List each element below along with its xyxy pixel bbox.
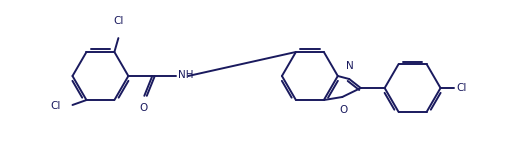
Text: Cl: Cl bbox=[50, 101, 61, 111]
Text: Cl: Cl bbox=[456, 83, 467, 93]
Text: NH: NH bbox=[178, 70, 194, 80]
Text: N: N bbox=[347, 61, 354, 71]
Text: Cl: Cl bbox=[113, 16, 124, 26]
Text: O: O bbox=[339, 105, 348, 115]
Text: O: O bbox=[139, 103, 147, 113]
